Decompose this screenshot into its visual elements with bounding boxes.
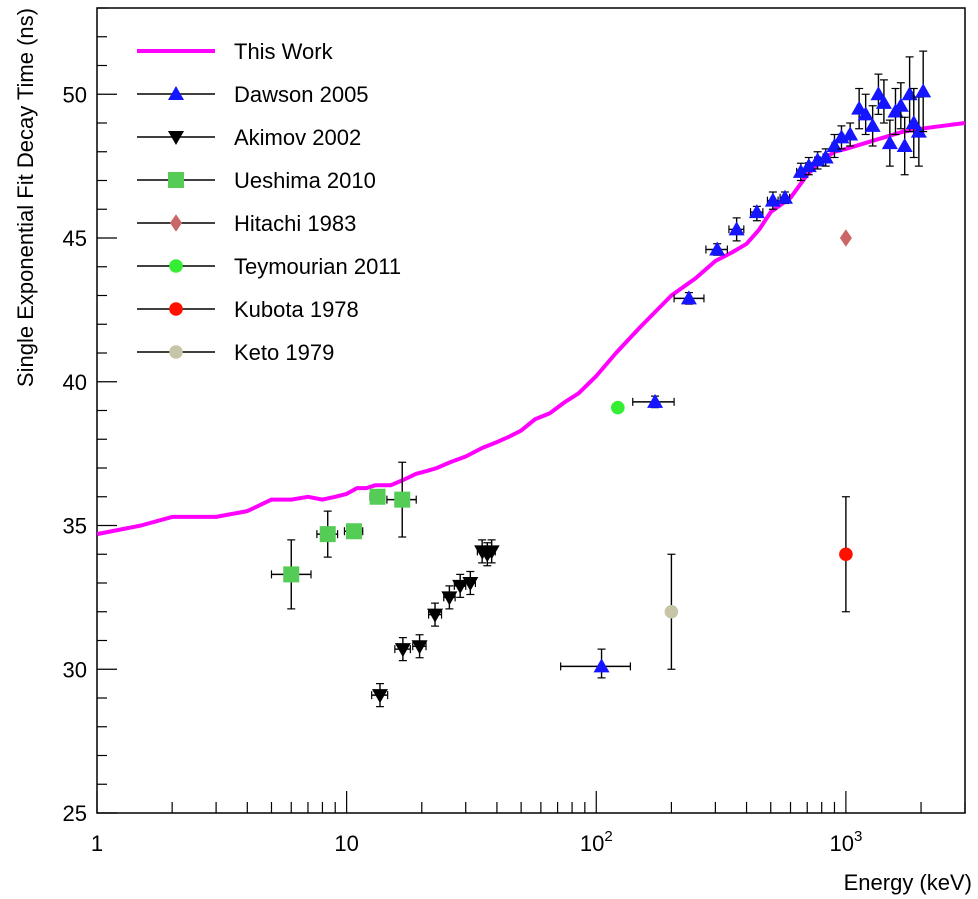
legend-marker — [168, 172, 184, 188]
x-tick-base: 10 — [829, 831, 853, 856]
legend-label: Keto 1979 — [234, 340, 334, 365]
x-tick-label: 1 — [91, 831, 103, 856]
data-point — [881, 135, 898, 150]
data-point — [839, 229, 852, 247]
legend-entry-akimov-2002: Akimov 2002 — [137, 125, 361, 150]
legend-marker — [169, 302, 183, 316]
legend-label: This Work — [234, 39, 334, 64]
data-point — [483, 545, 500, 560]
y-axis-title: Single Exponential Fit Decay Time (ns) — [13, 8, 38, 387]
data-point — [283, 566, 300, 583]
data-point — [776, 189, 793, 204]
legend-marker — [168, 86, 184, 100]
y-tick-label: 35 — [63, 514, 87, 539]
axis-ticks — [96, 7, 966, 814]
data-point — [800, 158, 817, 173]
series-keto-1979 — [664, 553, 679, 670]
legend-marker — [169, 345, 183, 359]
series-dawson-2005 — [560, 50, 932, 679]
data-point — [764, 192, 781, 207]
legend-label: Dawson 2005 — [234, 82, 369, 107]
legend-label: Hitachi 1983 — [234, 211, 356, 236]
y-tick-label: 50 — [63, 82, 87, 107]
legend-marker — [168, 131, 184, 145]
legend-entry-ueshima-2010: Ueshima 2010 — [137, 168, 376, 193]
legend-label: Ueshima 2010 — [234, 168, 376, 193]
x-axis-title: Energy (keV) — [844, 870, 972, 895]
legend-entry-kubota-1978: Kubota 1978 — [137, 297, 359, 322]
x-tick-label: 103 — [829, 828, 862, 856]
data-point — [664, 604, 679, 619]
series-ueshima-2010 — [270, 461, 417, 610]
data-point — [462, 577, 479, 591]
legend-marker — [170, 214, 182, 232]
data-point — [452, 579, 469, 594]
data-point — [875, 94, 892, 109]
data-point — [892, 97, 909, 112]
series-this-work — [97, 121, 965, 537]
data-point — [680, 290, 697, 305]
x-tick-label: 10 — [334, 831, 358, 856]
data-point — [611, 400, 625, 415]
data-point — [870, 86, 887, 101]
data-point — [369, 488, 386, 505]
data-point — [817, 149, 834, 164]
data-point — [839, 547, 853, 562]
x-tick-base: 10 — [580, 831, 604, 856]
legend-entry-keto-1979: Keto 1979 — [137, 340, 334, 365]
y-tick-label: 25 — [63, 801, 87, 826]
data-point — [394, 491, 411, 508]
data-point — [905, 115, 922, 129]
data-point — [728, 221, 745, 236]
data-point — [864, 117, 881, 132]
legend-entry-this-work: This Work — [137, 39, 334, 64]
data-point — [319, 526, 336, 543]
x-tick-label: 102 — [580, 828, 613, 856]
data-point — [857, 106, 874, 121]
series-layer — [97, 50, 965, 708]
data-point — [842, 126, 859, 141]
legend: This Work Dawson 2005 Akimov 2002 Ueshima 2… — [137, 39, 401, 365]
data-point — [910, 123, 927, 138]
data-point — [896, 138, 913, 152]
legend-marker — [169, 259, 183, 273]
series-teymourian-2011 — [611, 400, 625, 415]
y-tick-label: 40 — [63, 370, 87, 395]
data-point — [915, 83, 932, 98]
y-tick-label: 30 — [63, 657, 87, 682]
data-point — [709, 241, 726, 256]
data-point — [441, 591, 458, 606]
series-hitachi-1983 — [839, 229, 852, 247]
series-kubota-1978 — [839, 496, 853, 613]
series-akimov-2002 — [371, 539, 500, 708]
data-point — [371, 689, 388, 704]
data-point — [345, 523, 362, 540]
legend-entry-hitachi-1983: Hitachi 1983 — [137, 211, 356, 236]
y-tick-label: 45 — [63, 226, 87, 251]
legend-label: Akimov 2002 — [234, 125, 361, 150]
this-work-curve — [97, 121, 965, 537]
data-point — [647, 393, 664, 408]
data-point — [427, 608, 444, 623]
data-point — [593, 658, 610, 673]
x-tick-exponent: 3 — [854, 828, 862, 845]
legend-entry-teymourian-2011: Teymourian 2011 — [137, 254, 401, 279]
legend-label: Kubota 1978 — [234, 297, 359, 322]
data-point — [748, 204, 765, 219]
data-point — [394, 643, 411, 658]
data-point — [411, 640, 428, 655]
legend-label: Teymourian 2011 — [234, 254, 401, 279]
x-tick-exponent: 2 — [604, 828, 612, 845]
legend-entry-dawson-2005: Dawson 2005 — [137, 82, 369, 107]
